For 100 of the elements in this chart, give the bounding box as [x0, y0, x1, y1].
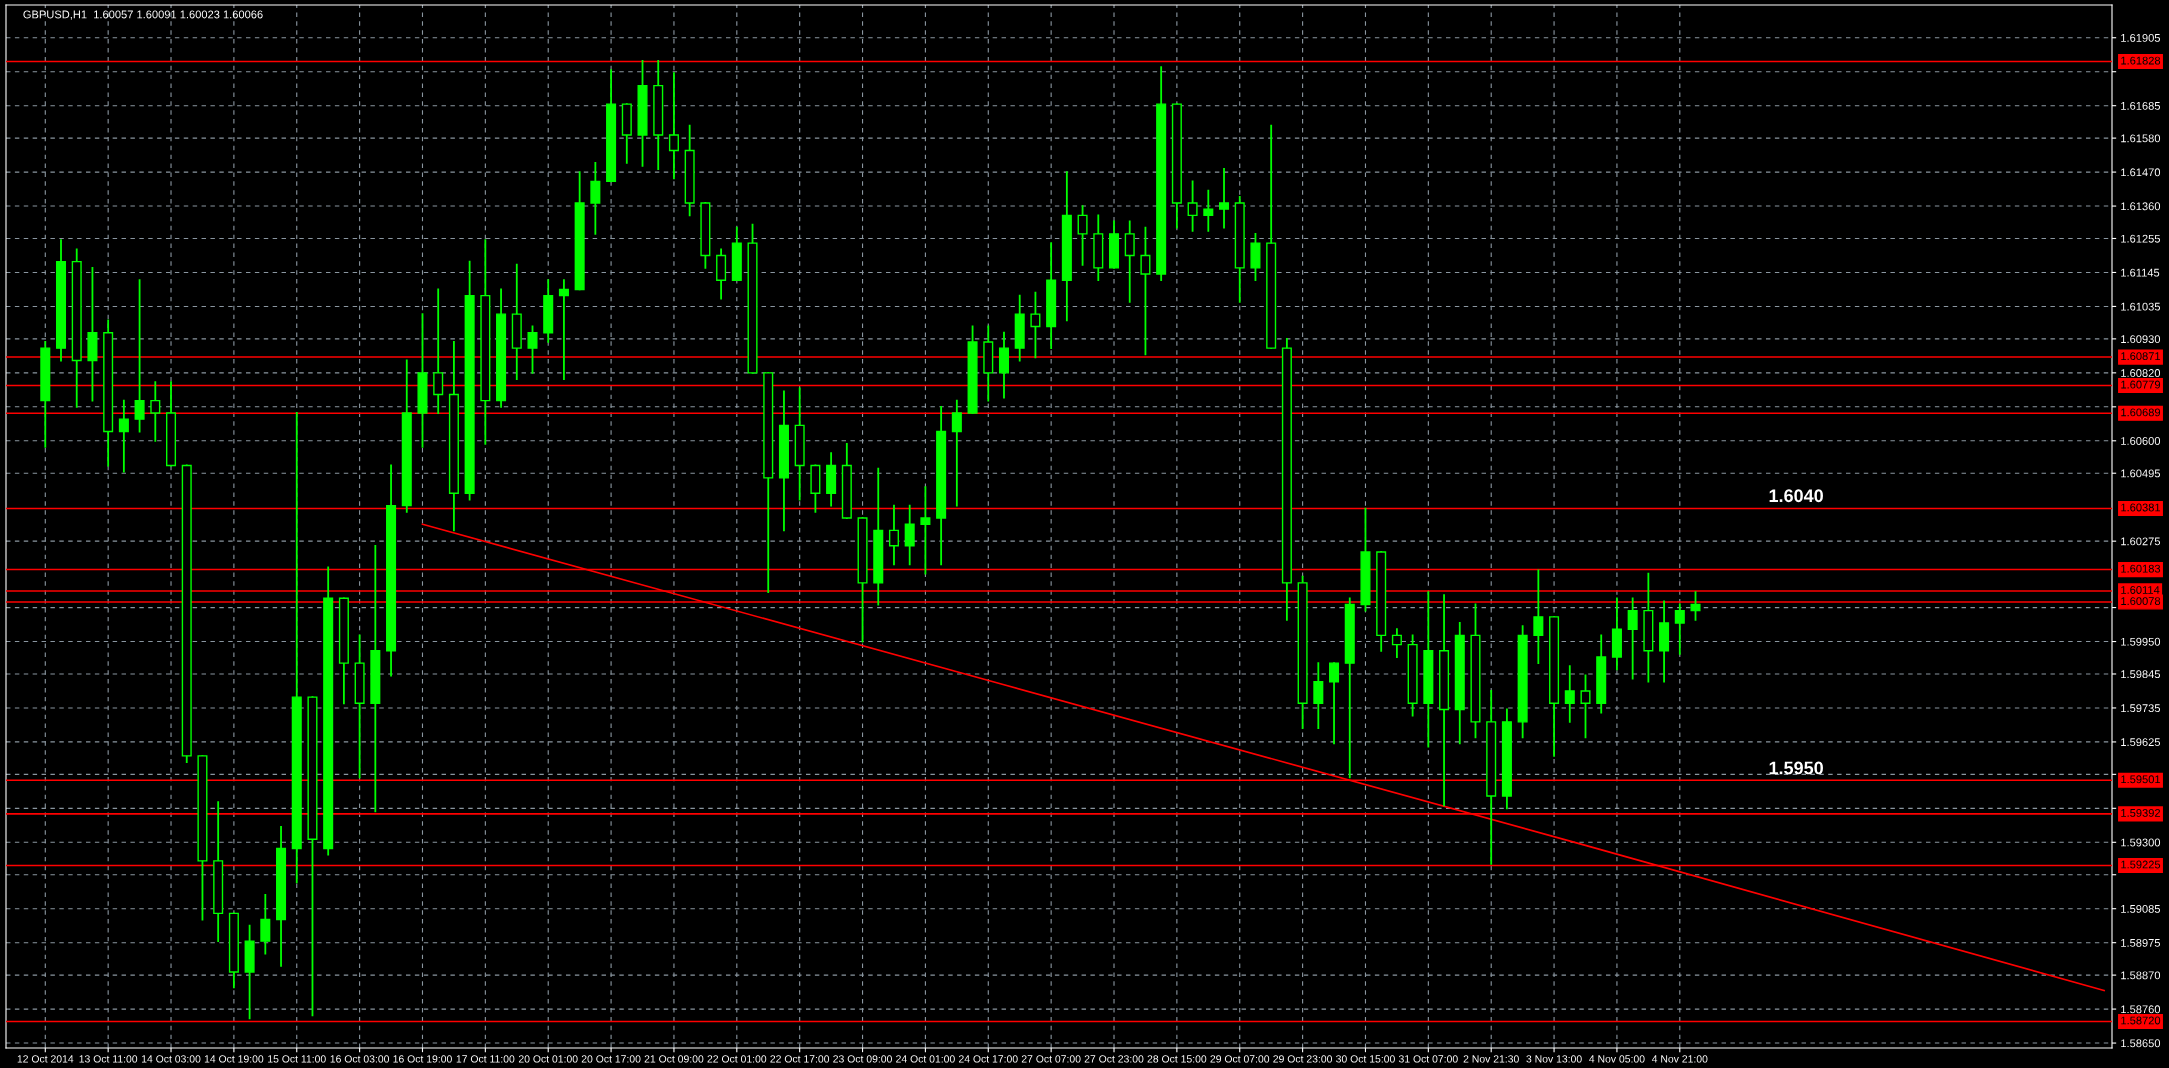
- candlestick: [276, 825, 287, 967]
- candlestick: [936, 405, 947, 566]
- candlestick: [1690, 591, 1701, 621]
- candlestick: [1391, 628, 1402, 658]
- candlestick: [653, 59, 664, 170]
- x-tick-label: 24 Oct 01:00: [896, 1055, 955, 1063]
- candlestick: [920, 486, 931, 575]
- y-tick-label: 1.60820: [2121, 369, 2161, 377]
- candlestick: [637, 59, 648, 167]
- candlestick: [873, 467, 884, 606]
- candlestick: [417, 313, 428, 448]
- candlestick: [1093, 214, 1104, 282]
- candlestick: [778, 390, 789, 532]
- candlestick: [1014, 294, 1025, 362]
- candlestick: [543, 279, 554, 343]
- x-tick-label: 29 Oct 07:00: [1210, 1055, 1270, 1063]
- y-tick-label: 1.59625: [2121, 738, 2161, 747]
- candlestick: [1266, 124, 1277, 349]
- ref-line-label: 1.60689: [2121, 408, 2161, 417]
- y-tick-label: 1.58870: [2121, 971, 2161, 980]
- x-tick-label: 28 Oct 15:00: [1147, 1055, 1207, 1063]
- candlestick: [386, 464, 397, 677]
- candlestick: [558, 279, 569, 380]
- candlestick: [213, 801, 224, 943]
- candlestick: [684, 124, 695, 217]
- candlestick: [1360, 507, 1371, 612]
- x-tick-label: 31 Oct 07:00: [1398, 1055, 1458, 1063]
- x-tick-label: 30 Oct 15:00: [1336, 1055, 1395, 1063]
- x-tick-label: 27 Oct 07:00: [1021, 1055, 1081, 1063]
- x-tick-label: 16 Oct 19:00: [393, 1055, 452, 1063]
- y-tick-label: 1.61685: [2121, 101, 2161, 110]
- y-tick-label: 1.61905: [2121, 34, 2161, 42]
- candlestick: [1140, 226, 1151, 356]
- x-tick-label: 20 Oct 17:00: [581, 1055, 641, 1063]
- candlestick: [1470, 603, 1481, 739]
- ref-line-label: 1.60871: [2121, 352, 2161, 361]
- candlestick: [1061, 171, 1072, 322]
- candlestick: [511, 263, 522, 380]
- candlestick: [118, 399, 129, 473]
- candlestick: [1219, 168, 1230, 229]
- candlestick: [1596, 634, 1607, 714]
- candlestick: [464, 260, 475, 501]
- candlestick: [951, 399, 962, 507]
- candlestick: [1439, 594, 1450, 807]
- candlestick: [1501, 708, 1512, 810]
- x-tick-label: 20 Oct 01:00: [518, 1055, 578, 1063]
- candlestick: [1030, 291, 1041, 359]
- candlestick: [448, 341, 459, 532]
- ref-line-label: 1.59501: [2121, 775, 2161, 784]
- candlestick: [181, 464, 192, 763]
- candlestick: [983, 325, 994, 402]
- y-tick-label: 1.61470: [2121, 168, 2161, 177]
- y-tick-label: 1.59735: [2121, 704, 2161, 713]
- candlestick: [370, 544, 381, 813]
- x-tick-label: 16 Oct 03:00: [330, 1055, 390, 1063]
- candlestick: [1407, 634, 1418, 717]
- candlestick: [1187, 180, 1198, 232]
- candlestick: [1611, 597, 1622, 671]
- candlestick: [1376, 551, 1387, 652]
- ref-line-label: 1.61828: [2121, 56, 2161, 65]
- candlestick: [574, 171, 585, 291]
- candlestick: [1549, 616, 1560, 757]
- candlestick: [810, 464, 821, 513]
- candlestick: [134, 279, 145, 433]
- candlestick: [323, 566, 334, 856]
- candlestick: [731, 226, 742, 281]
- candlestick: [1156, 66, 1167, 282]
- candlestick: [480, 239, 491, 445]
- candlestick: [527, 325, 538, 374]
- candlestick: [244, 924, 255, 1020]
- ref-line-label: 1.58720: [2121, 1016, 2161, 1025]
- y-tick-label: 1.60600: [2121, 437, 2161, 445]
- y-tick-label: 1.60275: [2121, 537, 2161, 546]
- y-tick-label: 1.59085: [2121, 904, 2161, 913]
- candlestick: [1486, 690, 1497, 865]
- x-tick-label: 13 Oct 11:00: [79, 1055, 138, 1063]
- candlestick: [1533, 569, 1544, 665]
- y-tick-label: 1.61035: [2121, 302, 2161, 311]
- x-tick-label: 22 Oct 01:00: [707, 1055, 767, 1063]
- y-tick-label: 1.61255: [2121, 234, 2161, 243]
- candlestick: [621, 103, 632, 164]
- candlestick: [1108, 220, 1120, 269]
- candlestick: [1234, 195, 1245, 303]
- x-tick-label: 22 Oct 17:00: [770, 1055, 830, 1063]
- y-tick-label: 1.59950: [2121, 637, 2161, 646]
- candlestick: [55, 239, 67, 362]
- candlestick: [668, 72, 679, 180]
- y-tick-label: 1.61145: [2121, 268, 2160, 277]
- ref-line-label: 1.60779: [2121, 380, 2161, 389]
- candlestick: [888, 504, 899, 566]
- candlestick: [433, 288, 444, 414]
- x-tick-label: 15 Oct 11:00: [268, 1055, 326, 1063]
- candlestick: [103, 319, 114, 467]
- candlestick: [354, 634, 365, 779]
- annotation: 1.6040: [1769, 489, 1823, 503]
- candlestick: [87, 266, 98, 402]
- candlestick: [338, 597, 349, 705]
- candlestick: [1171, 103, 1182, 229]
- candlestick: [1203, 189, 1214, 232]
- y-tick-label: 1.59300: [2121, 838, 2161, 847]
